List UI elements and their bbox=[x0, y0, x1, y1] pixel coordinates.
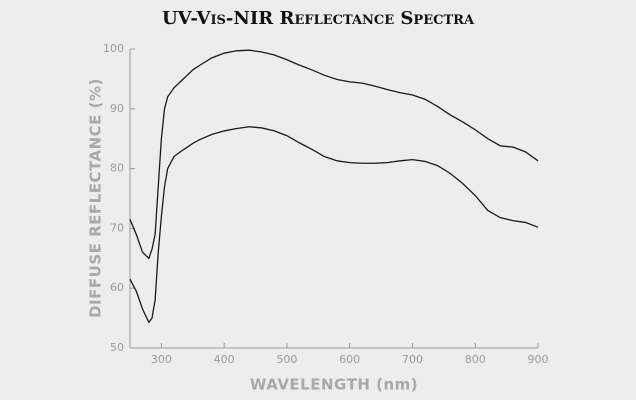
y-tick-label: 100 bbox=[103, 42, 124, 55]
x-tick-label: 400 bbox=[214, 353, 235, 366]
x-tick-label: 500 bbox=[276, 353, 297, 366]
y-tick-label: 80 bbox=[110, 162, 124, 175]
y-axis-label: DIFFUSE REFLECTANCE (%) bbox=[87, 78, 105, 318]
spectrum-line bbox=[129, 126, 539, 324]
x-tick-label: 600 bbox=[339, 353, 360, 366]
x-tick-label: 700 bbox=[402, 353, 423, 366]
x-tick-label: 800 bbox=[465, 353, 486, 366]
chart-title: UV-Vis-NIR Reflectance Spectra bbox=[162, 8, 475, 29]
y-tick-label: 70 bbox=[110, 221, 124, 234]
y-tick-label: 60 bbox=[110, 281, 124, 294]
x-axis-label: WAVELENGTH (nm) bbox=[250, 376, 418, 394]
x-tick-label: 300 bbox=[151, 353, 172, 366]
spectrum-line bbox=[129, 49, 539, 260]
y-tick-label: 90 bbox=[110, 102, 124, 115]
x-tick-label: 900 bbox=[528, 353, 549, 366]
y-tick-label: 50 bbox=[110, 341, 124, 354]
